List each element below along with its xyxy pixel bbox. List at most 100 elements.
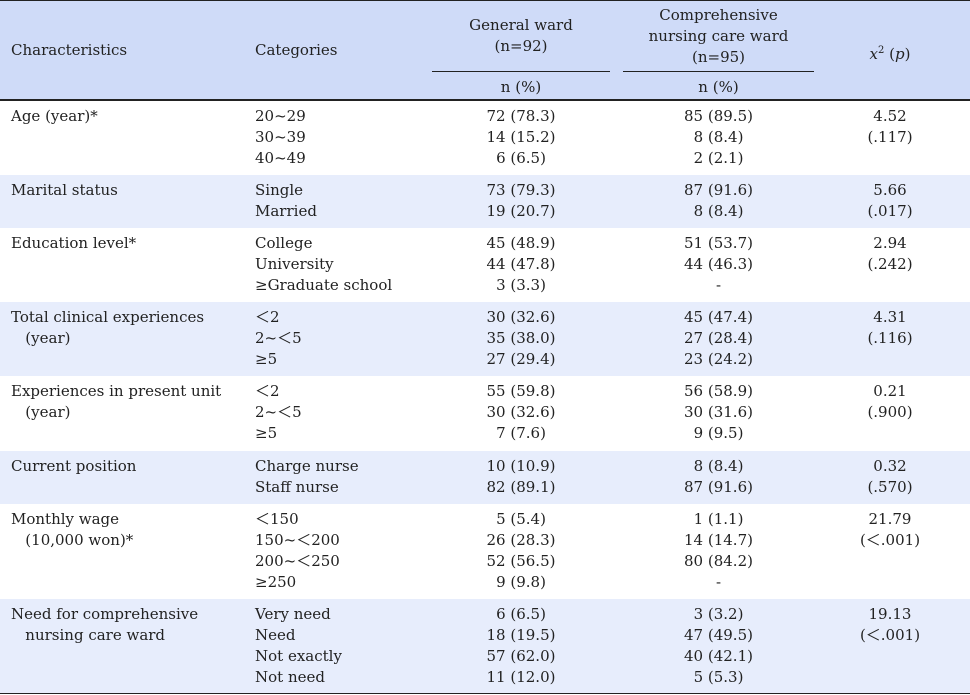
row-comprehensive-ward-values-line: 44 (46.3): [684, 255, 753, 273]
row-chi-square-p-line: (.242): [867, 255, 913, 273]
row-categories-line: Charge nurse: [255, 457, 359, 475]
row-categories: Very need Need Not exactly Not need: [255, 604, 342, 688]
row-comprehensive-ward-values-line: 45 (47.4): [684, 308, 753, 326]
row-chi-square-p: 4.31 (.116): [820, 307, 960, 349]
row-comprehensive-ward-values: 51 (53.7) 44 (46.3) -: [623, 233, 814, 296]
row-general-ward-values: 5 (5.4) 26 (28.3) 52 (56.5) 9 (9.8): [432, 509, 610, 593]
header-comprehensive-ward: Comprehensive nursing care ward (n=95): [623, 5, 814, 68]
row-categories-line: Not need: [255, 668, 325, 686]
row-general-ward-values-line: 72 (78.3): [486, 107, 556, 125]
row-characteristic: Current position: [11, 457, 137, 475]
row-comprehensive-ward-values-line: 87 (91.6): [684, 181, 753, 199]
row-categories-line: ＜150: [255, 510, 299, 528]
row-comprehensive-ward-values-line: 56 (58.9): [684, 382, 753, 400]
row-comprehensive-ward-values-line: 8 (8.4): [693, 457, 744, 475]
row-comprehensive-ward-values: 87 (91.6) 8 (8.4): [623, 180, 814, 222]
row-comprehensive-ward-values: 3 (3.2) 47 (49.5) 40 (42.1) 5 (5.3): [623, 604, 814, 688]
row-chi-square-p-line: 4.31: [873, 308, 907, 326]
row-categories-line: 200~＜250: [255, 552, 340, 570]
row-comprehensive-ward-values-line: 8 (8.4): [693, 202, 744, 220]
row-categories: ＜2 2~＜5 ≥5: [255, 381, 302, 444]
row-chi-square-p-line: (＜.001): [859, 531, 921, 549]
row-chi-square-p: 2.94 (.242): [820, 233, 960, 275]
general-ward-underline: [432, 71, 610, 72]
header-general-ward-label: General ward: [469, 16, 573, 34]
header-general-ward: General ward (n=92): [432, 15, 610, 57]
row-categories-line: Single: [255, 181, 304, 199]
row-comprehensive-ward-values-line: 2 (2.1): [693, 149, 744, 167]
row-categories-line: Need: [255, 626, 296, 644]
row-comprehensive-ward-values-line: 87 (91.6): [684, 478, 753, 496]
header-comprehensive-ward-label-2: nursing care ward: [648, 27, 789, 45]
row-chi-square-p-line: 4.52: [873, 107, 907, 125]
header-p-close: ): [904, 45, 911, 63]
row-comprehensive-ward-values: 8 (8.4) 87 (91.6): [623, 456, 814, 498]
row-comprehensive-ward-values-line: 40 (42.1): [684, 647, 753, 665]
row-characteristic: Marital status: [11, 181, 118, 199]
row-chi-square-p-line: (.117): [867, 128, 913, 146]
row-chi-square-p-line: (.116): [867, 329, 913, 347]
row-chi-square-p: 21.79 (＜.001): [820, 509, 960, 551]
row-comprehensive-ward-values-line: 30 (31.6): [684, 403, 753, 421]
header-categories: Categories: [255, 41, 338, 59]
row-categories-line: 2~＜5: [255, 403, 302, 421]
row-general-ward-values: 30 (32.6) 35 (38.0) 27 (29.4): [432, 307, 610, 370]
row-comprehensive-ward-values: 1 (1.1) 14 (14.7) 80 (84.2) -: [623, 509, 814, 593]
header-chi-x: x: [869, 45, 878, 63]
row-general-ward-values-line: 19 (20.7): [486, 202, 556, 220]
row-comprehensive-ward-values-line: -: [715, 573, 722, 591]
row-comprehensive-ward-values-line: 5 (5.3): [693, 668, 744, 686]
row-categories-line: Married: [255, 202, 317, 220]
row-chi-square-p-line: (＜.001): [859, 626, 921, 644]
row-general-ward-values-line: 73 (79.3): [486, 181, 556, 199]
row-general-ward-values: 73 (79.3) 19 (20.7): [432, 180, 610, 222]
row-comprehensive-ward-values: 56 (58.9) 30 (31.6) 9 (9.5): [623, 381, 814, 444]
row-general-ward-values-line: 82 (89.1): [486, 478, 556, 496]
row-general-ward-values: 10 (10.9) 82 (89.1): [432, 456, 610, 498]
row-comprehensive-ward-values-line: 51 (53.7): [684, 234, 753, 252]
row-general-ward-values-line: 7 (7.6): [496, 424, 546, 442]
row-general-ward-values: 55 (59.8) 30 (32.6) 7 (7.6): [432, 381, 610, 444]
row-characteristic: Experiences in present unit (year): [11, 382, 222, 421]
header-characteristics: Characteristics: [11, 41, 128, 59]
table-row: Total clinical experiences (year) ＜2 2~＜5 ≥…: [0, 302, 970, 376]
header-n-percent-comprehensive: n (%): [698, 78, 739, 96]
row-comprehensive-ward-values-line: 47 (49.5): [684, 626, 753, 644]
row-categories-line: College: [255, 234, 313, 252]
row-general-ward-values-line: 6 (6.5): [496, 605, 546, 623]
row-general-ward-values-line: 45 (48.9): [486, 234, 556, 252]
row-categories-line: ≥5: [255, 424, 278, 442]
comprehensive-ward-underline: [623, 71, 814, 72]
header-p-open: (: [884, 45, 895, 63]
table-bottom-rule: [0, 693, 970, 694]
row-chi-square-p-line: 0.21: [873, 382, 907, 400]
row-general-ward-values: 45 (48.9) 44 (47.8) 3 (3.3): [432, 233, 610, 296]
header-chi-sup: 2: [878, 45, 885, 56]
table-row: Need for comprehensive nursing care ward…: [0, 599, 970, 693]
header-general-ward-n: (n=92): [494, 37, 548, 55]
row-characteristic: Education level*: [11, 234, 137, 252]
row-categories-line: ≥250: [255, 573, 297, 591]
row-categories-line: University: [255, 255, 334, 273]
row-comprehensive-ward-values-line: 14 (14.7): [684, 531, 753, 549]
row-general-ward-values-line: 11 (12.0): [486, 668, 556, 686]
row-general-ward-values-line: 27 (29.4): [486, 350, 556, 368]
table-row: Current position Charge nurse Staff nurse 1…: [0, 451, 970, 504]
row-categories: 20~29 30~39 40~49: [255, 106, 306, 169]
header-chi-square-p: x2 (p): [820, 40, 960, 65]
row-categories-line: 20~29: [255, 107, 306, 125]
row-categories-line: Very need: [255, 605, 331, 623]
row-categories: ＜150 150~＜200 200~＜250 ≥250: [255, 509, 340, 593]
row-chi-square-p: 0.21 (.900): [820, 381, 960, 423]
row-comprehensive-ward-values: 85 (89.5) 8 (8.4) 2 (2.1): [623, 106, 814, 169]
row-characteristic: Total clinical experiences (year): [11, 308, 205, 347]
row-comprehensive-ward-values-line: 80 (84.2): [684, 552, 753, 570]
table-row: Marital status Single Married 73 (79.3) 19 (…: [0, 175, 970, 228]
row-general-ward-values-line: 26 (28.3): [486, 531, 556, 549]
row-categories: Charge nurse Staff nurse: [255, 456, 359, 498]
header-comprehensive-ward-label-1: Comprehensive: [659, 6, 778, 24]
row-comprehensive-ward-values-line: 23 (24.2): [684, 350, 753, 368]
row-general-ward-values-line: 10 (10.9): [486, 457, 556, 475]
table-header: [0, 0, 970, 100]
table-row: Experiences in present unit (year) ＜2 2~＜5…: [0, 376, 970, 451]
